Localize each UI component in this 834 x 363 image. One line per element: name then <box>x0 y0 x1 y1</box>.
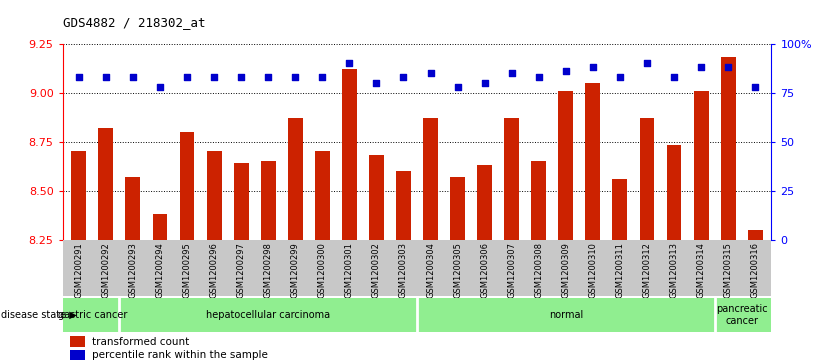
Bar <box>505 118 519 240</box>
Text: GSM1200304: GSM1200304 <box>426 242 435 298</box>
Text: hepatocellular carcinoma: hepatocellular carcinoma <box>206 310 330 320</box>
Point <box>99 74 113 80</box>
Bar <box>179 132 194 240</box>
Bar <box>153 214 168 240</box>
Point <box>451 84 465 90</box>
Point <box>289 74 302 80</box>
Text: GSM1200308: GSM1200308 <box>535 242 543 298</box>
Bar <box>72 151 86 240</box>
Text: GSM1200291: GSM1200291 <box>74 242 83 298</box>
Text: GSM1200294: GSM1200294 <box>155 242 164 298</box>
Bar <box>531 161 546 240</box>
Text: GSM1200312: GSM1200312 <box>642 242 651 298</box>
Point <box>343 60 356 66</box>
Bar <box>559 91 573 240</box>
Point <box>208 74 221 80</box>
Text: pancreatic
cancer: pancreatic cancer <box>716 304 767 326</box>
Point <box>234 74 248 80</box>
Point <box>667 74 681 80</box>
Bar <box>640 118 655 240</box>
Bar <box>450 177 465 240</box>
Text: GSM1200295: GSM1200295 <box>183 242 192 298</box>
Point <box>180 74 193 80</box>
Point <box>315 74 329 80</box>
Text: GSM1200302: GSM1200302 <box>372 242 381 298</box>
Point <box>72 74 85 80</box>
Point <box>721 64 735 70</box>
Point <box>695 64 708 70</box>
Text: percentile rank within the sample: percentile rank within the sample <box>93 350 269 360</box>
Point <box>369 80 383 86</box>
Text: GSM1200313: GSM1200313 <box>670 242 679 298</box>
Text: GSM1200297: GSM1200297 <box>237 242 246 298</box>
Bar <box>721 57 736 240</box>
Bar <box>694 91 709 240</box>
Text: GSM1200301: GSM1200301 <box>344 242 354 298</box>
Point <box>613 74 626 80</box>
Point <box>153 84 167 90</box>
Bar <box>207 151 222 240</box>
Point <box>586 64 600 70</box>
Bar <box>423 118 438 240</box>
Text: gastric cancer: gastric cancer <box>58 310 127 320</box>
Point <box>397 74 410 80</box>
Bar <box>477 165 492 240</box>
Bar <box>396 171 411 240</box>
Bar <box>261 161 275 240</box>
Text: GSM1200307: GSM1200307 <box>507 242 516 298</box>
Text: disease state ▶: disease state ▶ <box>1 310 77 320</box>
Point <box>749 84 762 90</box>
Text: GSM1200305: GSM1200305 <box>453 242 462 298</box>
Text: transformed count: transformed count <box>93 337 189 347</box>
Bar <box>369 155 384 240</box>
Point <box>641 60 654 66</box>
Bar <box>98 128 113 240</box>
Point <box>559 68 572 74</box>
Bar <box>69 350 85 360</box>
Bar <box>69 336 85 347</box>
Text: GSM1200296: GSM1200296 <box>209 242 219 298</box>
Text: GSM1200315: GSM1200315 <box>724 242 732 298</box>
Text: GSM1200299: GSM1200299 <box>291 242 299 298</box>
Text: GSM1200292: GSM1200292 <box>102 242 110 298</box>
Text: GSM1200293: GSM1200293 <box>128 242 138 298</box>
Bar <box>315 151 329 240</box>
Point <box>532 74 545 80</box>
Point <box>262 74 275 80</box>
Bar <box>342 69 357 240</box>
Text: normal: normal <box>549 310 583 320</box>
Text: GSM1200316: GSM1200316 <box>751 242 760 298</box>
Point <box>478 80 491 86</box>
Text: GSM1200311: GSM1200311 <box>615 242 625 298</box>
Bar <box>612 179 627 240</box>
Text: GSM1200306: GSM1200306 <box>480 242 490 298</box>
Bar <box>234 163 249 240</box>
Text: GSM1200298: GSM1200298 <box>264 242 273 298</box>
Text: GSM1200303: GSM1200303 <box>399 242 408 298</box>
Bar <box>288 118 303 240</box>
Point <box>424 70 437 76</box>
Point <box>126 74 139 80</box>
Text: GDS4882 / 218302_at: GDS4882 / 218302_at <box>63 16 205 29</box>
Text: GSM1200309: GSM1200309 <box>561 242 570 298</box>
Text: GSM1200300: GSM1200300 <box>318 242 327 298</box>
Bar <box>666 146 681 240</box>
Point <box>505 70 519 76</box>
Text: GSM1200310: GSM1200310 <box>588 242 597 298</box>
Bar <box>585 83 600 240</box>
Bar <box>125 177 140 240</box>
Bar <box>748 230 762 240</box>
Text: GSM1200314: GSM1200314 <box>696 242 706 298</box>
